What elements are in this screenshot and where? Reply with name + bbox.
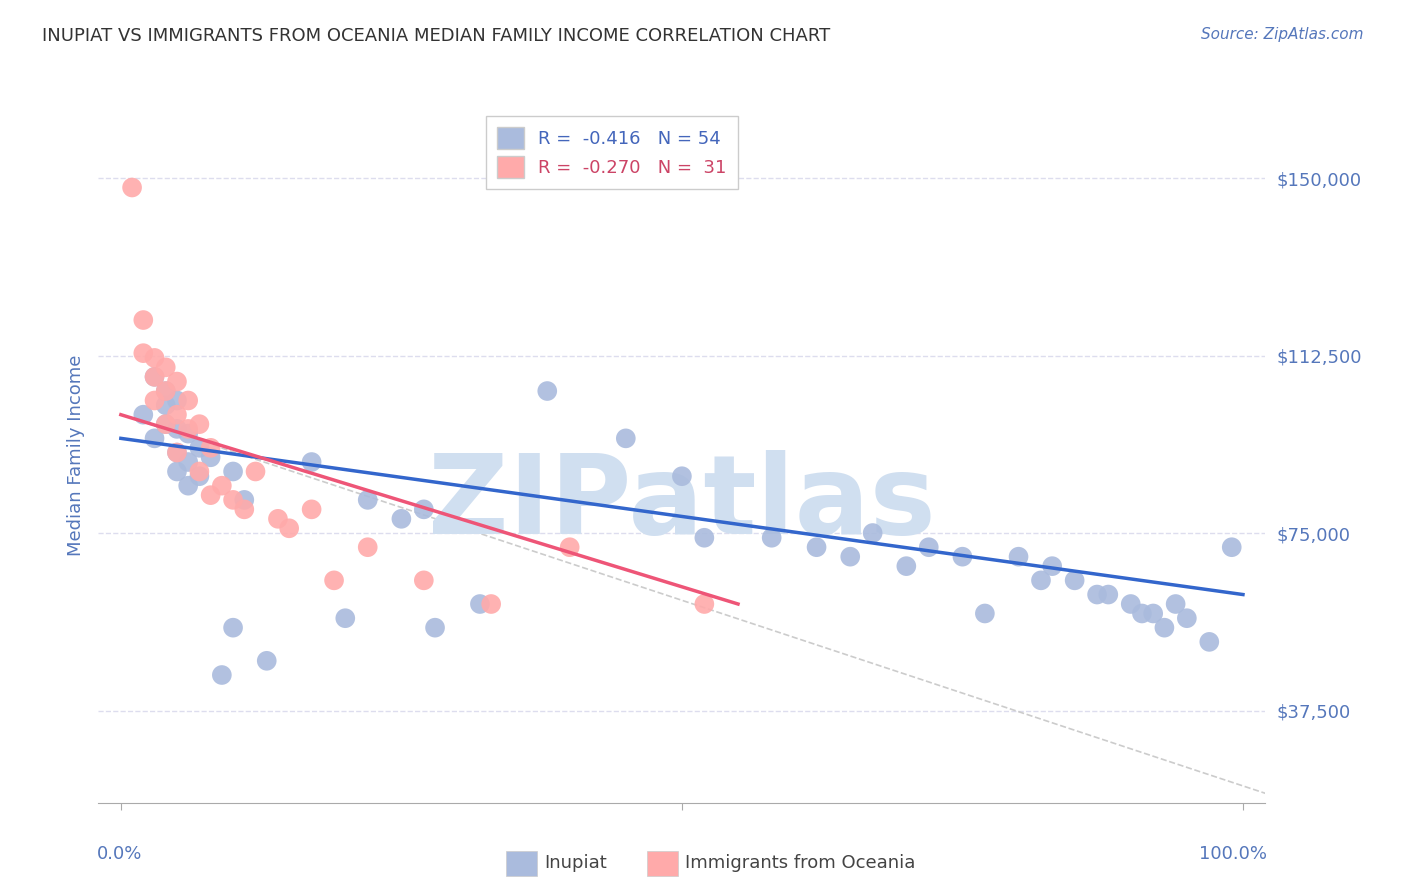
Point [177,478,200,492]
Point [267,512,290,526]
Point [166,375,188,389]
Point [166,465,188,479]
Point [693,531,716,545]
Point [839,549,862,564]
Point [1164,597,1187,611]
Point [155,417,177,432]
Point [301,502,323,516]
Point [536,384,558,398]
Point [233,492,256,507]
Point [166,445,188,459]
Point [143,369,166,384]
Point [222,492,245,507]
Point [973,607,995,621]
Point [222,465,245,479]
Point [143,369,166,384]
Point [233,502,256,516]
Point [132,408,155,422]
Point [200,441,222,455]
Point [323,574,346,588]
Point [177,422,200,436]
Point [132,313,155,327]
Point [200,488,222,502]
Point [1007,549,1029,564]
Point [558,540,581,554]
Text: ZIPatlas: ZIPatlas [427,450,936,558]
Point [155,360,177,375]
Point [121,180,143,194]
Text: Inupiat: Inupiat [544,855,607,872]
Text: 0.0%: 0.0% [97,845,142,863]
Point [166,393,188,408]
Point [166,422,188,436]
Point [177,393,200,408]
Point [245,465,267,479]
Point [389,512,412,526]
Point [143,351,166,365]
Point [862,526,884,541]
Point [1029,574,1052,588]
Point [335,611,357,625]
Point [1220,540,1243,554]
Point [143,393,166,408]
Point [301,455,323,469]
Y-axis label: Median Family Income: Median Family Income [66,354,84,556]
Legend: R =  -0.416   N = 54, R =  -0.270   N =  31: R = -0.416 N = 54, R = -0.270 N = 31 [486,116,738,189]
Point [155,384,177,398]
Point [200,450,222,465]
Point [761,531,783,545]
Point [1085,588,1108,602]
Point [188,469,211,483]
Point [918,540,941,554]
Point [693,597,716,611]
Point [188,417,211,432]
Point [1175,611,1198,625]
Point [1040,559,1063,574]
Point [155,417,177,432]
Point [177,426,200,441]
Text: Source: ZipAtlas.com: Source: ZipAtlas.com [1201,27,1364,42]
Point [177,455,200,469]
Point [1130,607,1153,621]
Point [1153,621,1175,635]
Point [1142,607,1164,621]
Point [1097,588,1119,602]
Point [155,384,177,398]
Text: 100.0%: 100.0% [1198,845,1267,863]
Point [166,408,188,422]
Point [614,431,637,445]
Point [671,469,693,483]
Point [222,621,245,635]
Point [1198,635,1220,649]
Point [188,441,211,455]
Point [256,654,278,668]
Point [357,492,380,507]
Point [952,549,974,564]
Text: INUPIAT VS IMMIGRANTS FROM OCEANIA MEDIAN FAMILY INCOME CORRELATION CHART: INUPIAT VS IMMIGRANTS FROM OCEANIA MEDIA… [42,27,831,45]
Point [806,540,828,554]
Point [211,668,233,682]
Point [896,559,918,574]
Point [412,502,434,516]
Point [1063,574,1085,588]
Text: Immigrants from Oceania: Immigrants from Oceania [685,855,915,872]
Point [1119,597,1142,611]
Point [479,597,502,611]
Point [143,431,166,445]
Point [188,465,211,479]
Point [166,445,188,459]
Point [132,346,155,360]
Point [468,597,491,611]
Point [423,621,446,635]
Point [155,398,177,412]
Point [211,478,233,492]
Point [278,521,301,535]
Point [412,574,434,588]
Point [357,540,380,554]
